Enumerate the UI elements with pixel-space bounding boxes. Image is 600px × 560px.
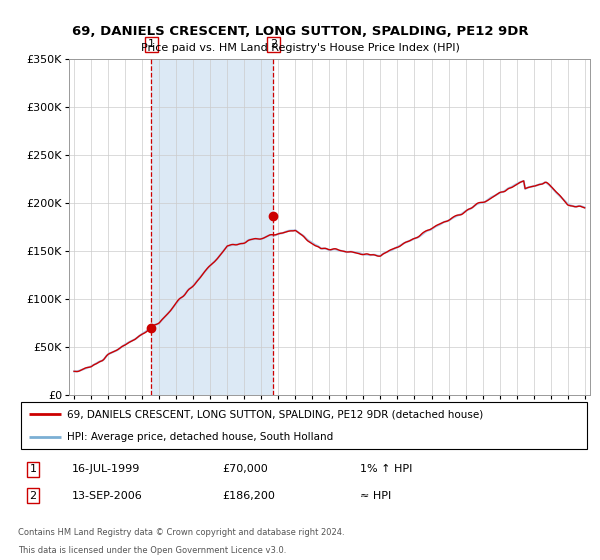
Text: 2: 2 <box>29 491 37 501</box>
Text: Contains HM Land Registry data © Crown copyright and database right 2024.: Contains HM Land Registry data © Crown c… <box>18 528 344 536</box>
Text: 69, DANIELS CRESCENT, LONG SUTTON, SPALDING, PE12 9DR: 69, DANIELS CRESCENT, LONG SUTTON, SPALD… <box>71 25 529 38</box>
Text: 1% ↑ HPI: 1% ↑ HPI <box>360 464 412 474</box>
Text: Price paid vs. HM Land Registry's House Price Index (HPI): Price paid vs. HM Land Registry's House … <box>140 43 460 53</box>
FancyBboxPatch shape <box>21 403 587 449</box>
Text: 13-SEP-2006: 13-SEP-2006 <box>72 491 143 501</box>
Text: £186,200: £186,200 <box>222 491 275 501</box>
Text: This data is licensed under the Open Government Licence v3.0.: This data is licensed under the Open Gov… <box>18 546 286 555</box>
Text: ≈ HPI: ≈ HPI <box>360 491 391 501</box>
Text: HPI: Average price, detached house, South Holland: HPI: Average price, detached house, Sout… <box>67 432 333 442</box>
Text: 1: 1 <box>148 39 155 49</box>
Text: 16-JUL-1999: 16-JUL-1999 <box>72 464 140 474</box>
Text: 1: 1 <box>29 464 37 474</box>
Text: £70,000: £70,000 <box>222 464 268 474</box>
Text: 2: 2 <box>270 39 277 49</box>
Bar <box>151 59 274 395</box>
Text: 69, DANIELS CRESCENT, LONG SUTTON, SPALDING, PE12 9DR (detached house): 69, DANIELS CRESCENT, LONG SUTTON, SPALD… <box>67 409 483 419</box>
